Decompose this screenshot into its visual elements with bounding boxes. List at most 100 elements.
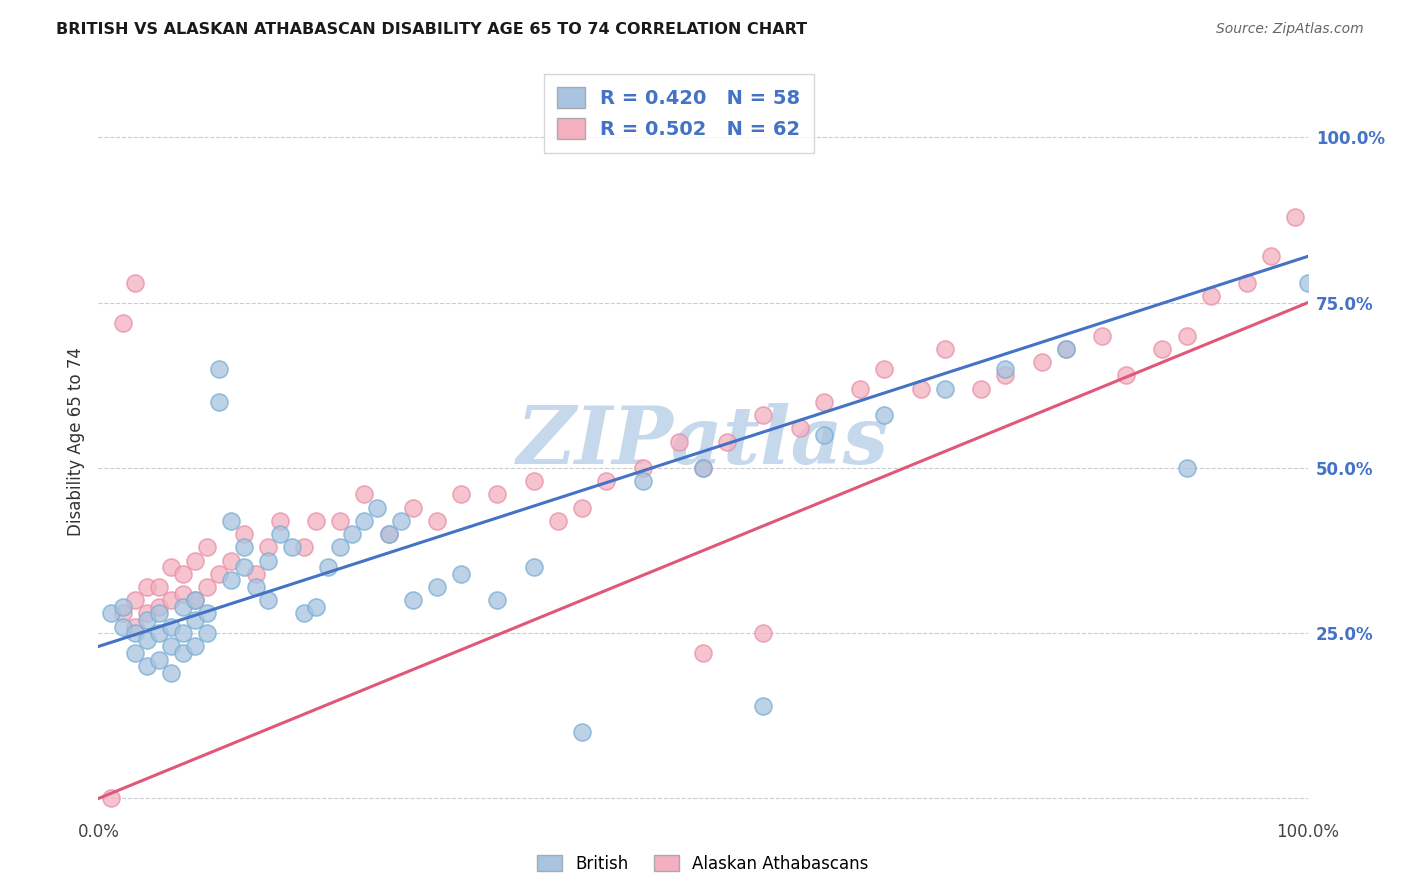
Point: [377, 527, 399, 541]
Point: [426, 514, 449, 528]
Point: [631, 461, 654, 475]
Point: [172, 646, 194, 660]
Point: [716, 434, 738, 449]
Point: [402, 500, 425, 515]
Point: [208, 566, 231, 581]
Point: [221, 514, 243, 528]
Point: [994, 361, 1017, 376]
Point: [111, 620, 134, 634]
Point: [1296, 276, 1319, 290]
Point: [692, 461, 714, 475]
Point: [402, 593, 425, 607]
Point: [910, 382, 932, 396]
Point: [148, 607, 170, 621]
Point: [813, 395, 835, 409]
Point: [426, 580, 449, 594]
Point: [195, 626, 218, 640]
Point: [135, 659, 157, 673]
Point: [135, 580, 157, 594]
Point: [934, 342, 956, 356]
Point: [1054, 342, 1077, 356]
Point: [160, 593, 183, 607]
Point: [571, 725, 593, 739]
Point: [195, 541, 218, 555]
Point: [1236, 276, 1258, 290]
Point: [160, 665, 183, 680]
Point: [523, 474, 546, 488]
Point: [148, 626, 170, 640]
Point: [221, 553, 243, 567]
Point: [245, 566, 267, 581]
Point: [160, 620, 183, 634]
Point: [789, 421, 811, 435]
Point: [135, 632, 157, 647]
Point: [849, 382, 872, 396]
Point: [353, 487, 375, 501]
Point: [184, 593, 207, 607]
Point: [172, 599, 194, 614]
Text: BRITISH VS ALASKAN ATHABASCAN DISABILITY AGE 65 TO 74 CORRELATION CHART: BRITISH VS ALASKAN ATHABASCAN DISABILITY…: [56, 22, 807, 37]
Text: Source: ZipAtlas.com: Source: ZipAtlas.com: [1216, 22, 1364, 37]
Point: [595, 474, 617, 488]
Point: [571, 500, 593, 515]
Point: [873, 361, 896, 376]
Point: [184, 553, 207, 567]
Point: [353, 514, 375, 528]
Point: [1091, 328, 1114, 343]
Point: [160, 640, 183, 654]
Point: [281, 541, 304, 555]
Point: [329, 541, 352, 555]
Point: [1054, 342, 1077, 356]
Point: [1115, 368, 1137, 383]
Point: [813, 428, 835, 442]
Point: [873, 408, 896, 422]
Text: ZIPatlas: ZIPatlas: [517, 403, 889, 480]
Point: [172, 586, 194, 600]
Point: [148, 653, 170, 667]
Point: [970, 382, 993, 396]
Point: [124, 620, 146, 634]
Point: [377, 527, 399, 541]
Point: [148, 599, 170, 614]
Point: [523, 560, 546, 574]
Point: [692, 646, 714, 660]
Y-axis label: Disability Age 65 to 74: Disability Age 65 to 74: [66, 347, 84, 536]
Point: [256, 593, 278, 607]
Point: [1284, 210, 1306, 224]
Point: [124, 593, 146, 607]
Point: [752, 698, 775, 713]
Point: [124, 276, 146, 290]
Legend: British, Alaskan Athabascans: British, Alaskan Athabascans: [530, 848, 876, 880]
Point: [752, 626, 775, 640]
Point: [486, 593, 509, 607]
Point: [124, 626, 146, 640]
Point: [208, 361, 231, 376]
Point: [934, 382, 956, 396]
Point: [389, 514, 412, 528]
Point: [100, 791, 122, 805]
Point: [135, 613, 157, 627]
Point: [1199, 289, 1222, 303]
Point: [547, 514, 569, 528]
Point: [366, 500, 388, 515]
Point: [221, 574, 243, 588]
Point: [172, 626, 194, 640]
Point: [692, 461, 714, 475]
Point: [148, 580, 170, 594]
Point: [184, 613, 207, 627]
Point: [752, 408, 775, 422]
Point: [172, 566, 194, 581]
Point: [160, 560, 183, 574]
Point: [232, 527, 254, 541]
Point: [135, 607, 157, 621]
Point: [486, 487, 509, 501]
Point: [111, 607, 134, 621]
Point: [305, 514, 328, 528]
Point: [208, 395, 231, 409]
Point: [1152, 342, 1174, 356]
Point: [450, 566, 472, 581]
Point: [256, 553, 278, 567]
Point: [292, 541, 315, 555]
Point: [245, 580, 267, 594]
Point: [668, 434, 690, 449]
